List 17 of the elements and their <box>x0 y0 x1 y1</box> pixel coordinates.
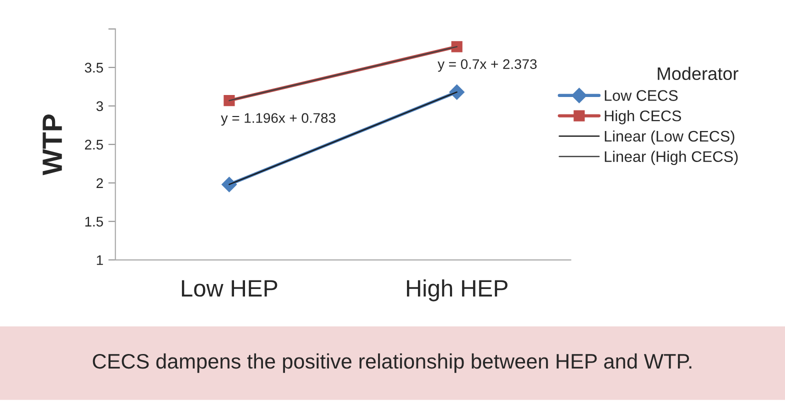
annotation: y = 0.7x + 2.373 <box>438 59 537 72</box>
legend-title: Moderator <box>658 66 738 80</box>
legend-label: Linear (Low CECS) <box>604 130 734 145</box>
x-tick-label: Low HEP <box>182 280 278 297</box>
y-axis-title: WTP <box>42 114 62 176</box>
y-tick-label: 2.5 <box>84 140 104 150</box>
text: CECS dampens the positive relationship between HEP and WTP. <box>92 353 692 373</box>
y-tick-label: 1.5 <box>85 216 104 227</box>
y-tick-label: 3 <box>96 101 103 112</box>
y-tick-label: 3.5 <box>84 62 104 73</box>
legend-label: Low CECS <box>604 90 678 101</box>
x-tick-label: High HEP <box>406 279 508 302</box>
y-tick-label: 2 <box>96 178 103 188</box>
y-tick-label: 1 <box>96 255 103 265</box>
legend-label: Linear (High CECS) <box>604 150 738 166</box>
annotation: y = 1.196x + 0.783 <box>220 113 336 126</box>
legend-label: High CECS <box>604 110 682 124</box>
